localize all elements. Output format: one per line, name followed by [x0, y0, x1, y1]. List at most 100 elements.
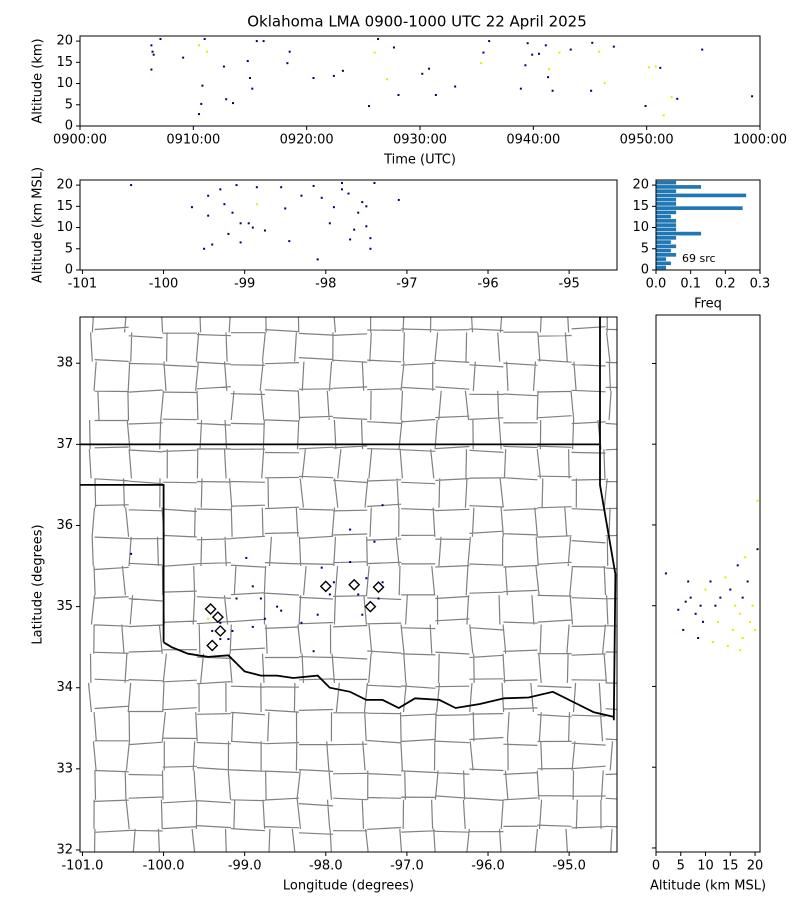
source-point	[381, 504, 384, 507]
source-point	[320, 566, 323, 569]
y-tick-label: 5	[65, 97, 73, 112]
source-point	[211, 629, 214, 632]
source-point	[397, 198, 400, 201]
source-point	[300, 621, 303, 624]
source-point	[357, 211, 360, 214]
source-point	[249, 77, 251, 80]
y-tick-label: 38	[56, 356, 73, 371]
source-point	[312, 184, 315, 187]
x-axis-label: Longitude (degrees)	[283, 879, 414, 894]
source-point	[704, 588, 707, 591]
source-point	[353, 228, 356, 231]
source-point	[711, 641, 714, 644]
x-tick-label: 0900:00	[53, 133, 107, 148]
source-point	[524, 64, 527, 67]
histogram-bar	[656, 197, 677, 202]
source-point	[251, 625, 254, 628]
x-tick-label: -96.0	[471, 859, 505, 874]
source-point	[664, 572, 667, 575]
x-tick-label: -96	[477, 277, 498, 292]
source-point	[263, 617, 266, 620]
source-point	[548, 68, 551, 71]
source-point	[488, 40, 491, 43]
y-tick-label: 0	[641, 263, 649, 278]
source-point	[689, 596, 692, 599]
plot-frame	[655, 179, 761, 271]
histogram-bar	[656, 214, 671, 219]
source-point	[544, 44, 547, 47]
source-point	[731, 628, 734, 631]
source-point	[519, 87, 522, 90]
x-tick-label: 5	[677, 859, 685, 874]
station	[372, 581, 385, 594]
source-point	[259, 597, 262, 600]
source-point	[699, 604, 702, 607]
x-tick-label: 0	[652, 859, 660, 874]
source-point	[702, 620, 705, 623]
source-point	[369, 247, 372, 250]
source-point	[654, 65, 657, 68]
y-tick-label: 15	[56, 55, 73, 70]
source-point	[239, 241, 242, 244]
y-tick-label: 32	[56, 842, 73, 857]
source-point	[276, 605, 279, 608]
station	[348, 578, 361, 591]
histogram-bar	[656, 202, 677, 206]
source-point	[203, 247, 206, 250]
source-point	[288, 50, 291, 53]
x-tick-label: 1000:00	[733, 133, 787, 148]
source-point	[328, 222, 331, 225]
plot-frame	[79, 316, 618, 853]
histogram-bar	[656, 236, 677, 240]
source-point	[365, 577, 368, 580]
source-point	[349, 238, 352, 241]
x-tick-label: 0940:00	[506, 133, 560, 148]
source-point	[751, 604, 754, 607]
y-tick-label: 10	[56, 220, 73, 235]
x-tick-label: 10	[697, 859, 714, 874]
source-point	[205, 50, 208, 53]
source-point	[756, 499, 759, 502]
county-lines	[87, 317, 617, 852]
histogram-bar	[656, 265, 667, 270]
source-point	[203, 37, 206, 40]
histogram-bar	[656, 231, 702, 236]
source-point	[373, 181, 376, 184]
x-tick-label: -99	[234, 277, 255, 292]
source-point	[255, 186, 258, 189]
y-tick-label: 15	[56, 199, 73, 214]
source-point	[392, 46, 395, 49]
x-tick-label: 0.3	[750, 277, 771, 292]
x-tick-label: -98.0	[309, 859, 343, 874]
source-point	[482, 51, 485, 54]
plot-frame	[79, 179, 618, 271]
source-point	[368, 105, 370, 108]
source-point	[682, 628, 685, 631]
source-point	[684, 600, 687, 603]
source-point	[538, 52, 540, 55]
source-point	[150, 44, 153, 47]
source-point	[659, 66, 662, 69]
source-point	[377, 597, 380, 600]
source-point	[701, 48, 704, 51]
map-geography	[80, 317, 617, 852]
source-point	[231, 629, 234, 632]
station	[319, 580, 332, 593]
chart-title: Oklahoma LMA 0900-1000 UTC 22 April 2025	[247, 13, 587, 31]
source-point	[397, 94, 400, 97]
source-point	[558, 51, 561, 54]
source-point	[526, 42, 529, 45]
y-axis-label: Latitude (degrees)	[31, 524, 46, 644]
source-point	[547, 76, 550, 79]
y-tick-label: 10	[632, 220, 649, 235]
source-point	[591, 41, 594, 44]
histogram-bar	[656, 240, 671, 244]
source-point	[251, 585, 254, 588]
source-point	[719, 596, 722, 599]
x-tick-label: -97.0	[390, 859, 424, 874]
x-axis-label: Time (UTC)	[383, 153, 456, 168]
source-point	[182, 56, 185, 59]
source-point	[716, 620, 719, 623]
source-point	[714, 604, 717, 607]
